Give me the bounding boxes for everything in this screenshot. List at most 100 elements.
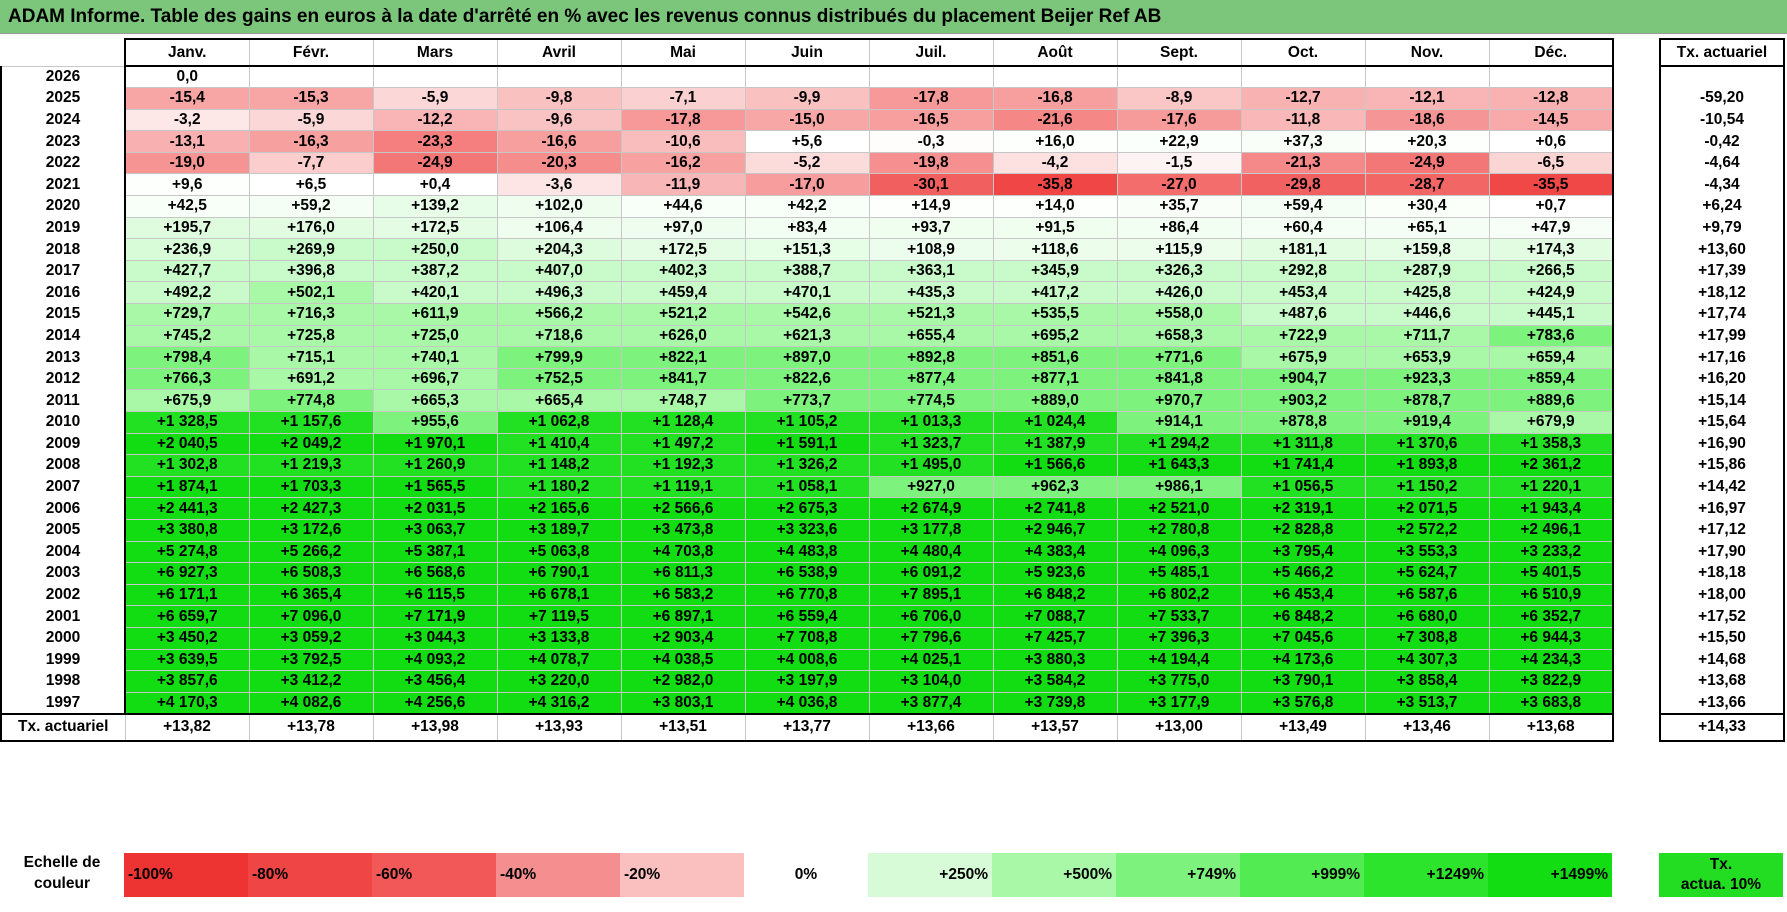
gain-cell: +665,4 [496,389,622,412]
gain-cell: +6 848,2 [992,583,1118,607]
color-scale-cell: +999% [1240,853,1364,897]
gain-cell: +6 171,1 [124,583,250,607]
gain-cell: +3 456,4 [372,670,498,693]
gain-cell: +407,0 [496,259,622,283]
gain-cell: +771,6 [1116,346,1242,369]
gain-cell: +4 307,3 [1364,648,1490,672]
tx-actuariel-cell: +13,60 [1659,238,1785,261]
year-label: 2011 [0,389,125,412]
gain-cell: -20,3 [496,151,622,175]
gain-cell: +102,0 [496,195,622,218]
table-row: 2025 -15,4 -15,3 -5,9 -9,8 -7,1 -9,9 -17,8 -16,8… [0,87,1614,110]
gain-cell: +1 328,5 [124,411,250,434]
gain-cell: +14,9 [868,195,994,218]
gain-cell: +970,7 [1116,389,1242,412]
month-header: Déc. [1488,38,1614,67]
gain-cell: +4 316,2 [496,691,622,715]
year-label: 2006 [0,497,125,520]
color-scale-cell: 0% [744,853,868,897]
gain-cell: +748,7 [620,389,746,412]
gain-cell: +1 410,4 [496,432,622,456]
gain-cell: +7 045,6 [1240,626,1366,650]
gain-cell: +1 497,2 [620,432,746,456]
month-header: Avril [496,38,622,67]
tx-actuariel-cell: +15,50 [1659,627,1785,650]
gain-cell: +420,1 [372,281,498,305]
gain-cell: +172,5 [620,238,746,261]
gain-cell: +4 082,6 [248,691,374,715]
gain-cell: +266,5 [1488,259,1614,283]
color-scale-cell: +749% [1116,853,1240,897]
gain-cell: +93,7 [868,216,994,240]
gain-cell: +1 370,6 [1364,432,1490,456]
gain-cell: +16,0 [992,130,1118,153]
gain-cell: +6 848,2 [1240,605,1366,628]
gain-cell: +715,1 [248,346,374,369]
gain-cell: +20,3 [1364,130,1490,153]
gain-cell: +7 796,6 [868,626,994,650]
gain-cell: +659,4 [1488,346,1614,369]
footer-rate-cell: +13,46 [1364,712,1490,742]
gain-cell: +417,2 [992,281,1118,305]
gain-cell: +740,1 [372,346,498,369]
gain-cell: -12,8 [1488,87,1614,110]
gain-cell: +878,8 [1240,411,1366,434]
gain-cell: +655,4 [868,324,994,348]
tx-actuariel-cell: +15,86 [1659,454,1785,477]
gain-cell: +5 923,6 [992,562,1118,585]
gain-cell: +65,1 [1364,216,1490,240]
gain-cell: +903,2 [1240,389,1366,412]
table-row: 2012 +766,3 +691,2 +696,7 +752,5 +841,7 +822,6… [0,367,1614,391]
gain-cell: +424,9 [1488,281,1614,305]
gain-cell: -5,9 [248,108,374,132]
gain-cell: -11,8 [1240,108,1366,132]
gain-cell: +3 233,2 [1488,540,1614,564]
gain-cell: +6 790,1 [496,562,622,585]
gain-cell: +558,0 [1116,303,1242,326]
gain-cell: +859,4 [1488,367,1614,391]
tx-actuariel-cell: +17,12 [1659,519,1785,542]
year-label: 2013 [0,346,125,369]
color-scale-cell: +500% [992,853,1116,897]
gain-cell [620,65,746,89]
gain-cell: +3 683,8 [1488,691,1614,715]
gain-cell: +665,3 [372,389,498,412]
gain-cell: +4 170,3 [124,691,250,715]
gain-cell: -17,8 [620,108,746,132]
year-label: 2014 [0,325,125,347]
gain-cell: +6 678,1 [496,583,622,607]
color-scale-cell: -60% [372,853,496,897]
gain-cell: +97,0 [620,216,746,240]
gain-cell: +1 703,3 [248,475,374,499]
gain-cell: +716,3 [248,303,374,326]
gain-cell: +962,3 [992,475,1118,499]
gain-cell: +176,0 [248,216,374,240]
table-row: 2007 +1 874,1 +1 703,3 +1 565,5 +1 180,2 +1 1… [0,475,1614,499]
gain-cell: +3 513,7 [1364,691,1490,715]
gain-cell: +695,2 [992,324,1118,348]
gain-cell: +7 096,0 [248,605,374,628]
table-row: 2005 +3 380,8 +3 172,6 +3 063,7 +3 189,7 +3 4… [0,518,1614,542]
color-scale-cell: -20% [620,853,744,897]
gain-cell: -15,3 [248,87,374,110]
tx-actuariel-cell: +16,97 [1659,497,1785,520]
table-row: 2017 +427,7 +396,8 +387,2 +407,0 +402,3 +388,7… [0,259,1614,283]
table-row: 1997 +4 170,3 +4 082,6 +4 256,6 +4 316,2 +3 8… [0,691,1614,715]
year-label: 2015 [0,303,125,326]
gain-cell: -29,8 [1240,173,1366,197]
gain-cell: +7 533,7 [1116,605,1242,628]
gain-cell: +1 565,5 [372,475,498,499]
gain-cell: +7 708,8 [744,626,870,650]
gain-cell: -16,6 [496,130,622,153]
gain-cell: -9,9 [744,87,870,110]
gain-cell: +91,5 [992,216,1118,240]
color-scale-cell: +1249% [1364,853,1488,897]
gain-cell: -3,6 [496,173,622,197]
gain-cell: +2 441,3 [124,497,250,520]
year-label: 2026 [0,66,125,88]
footer-rate-cell: +13,82 [124,712,250,742]
gain-cell: +236,9 [124,238,250,261]
gain-cell: +799,9 [496,346,622,369]
gain-cell: +3 553,3 [1364,540,1490,564]
gain-cell: -11,9 [620,173,746,197]
